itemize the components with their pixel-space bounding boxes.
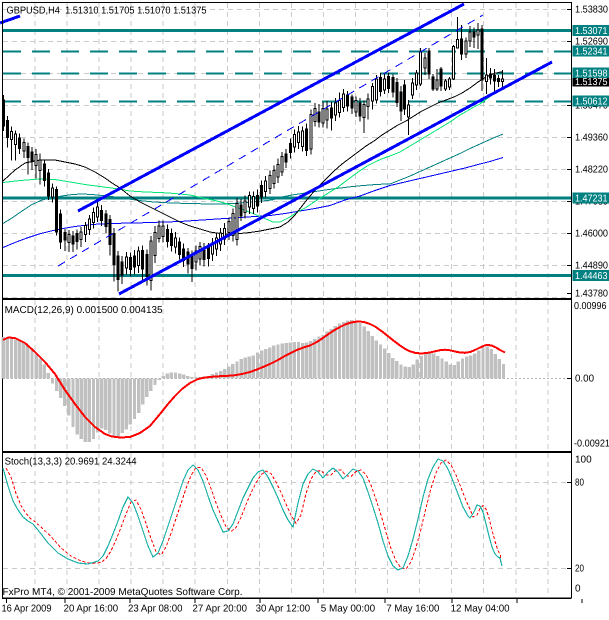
svg-text:1.44463: 1.44463	[575, 271, 608, 282]
svg-text:16 Apr 2009: 16 Apr 2009	[2, 604, 52, 615]
svg-text:0.00: 0.00	[575, 374, 594, 385]
svg-text:20: 20	[575, 564, 584, 575]
svg-text:1.43780: 1.43780	[575, 289, 608, 300]
svg-text:1.44890: 1.44890	[575, 261, 608, 272]
svg-text:100: 100	[575, 455, 592, 466]
svg-text:0.00996: 0.00996	[574, 301, 607, 312]
svg-text:1.53071: 1.53071	[575, 26, 608, 37]
svg-text:FxPro MT4, © 2001-2009 MetaQuo: FxPro MT4, © 2001-2009 MetaQuotes Softwa…	[3, 587, 243, 598]
svg-text:80: 80	[575, 478, 584, 489]
svg-text:0: 0	[575, 584, 581, 595]
svg-text:-0.00921: -0.00921	[574, 439, 609, 450]
svg-text:Stoch(13,3,3) 20.9691 24.3244: Stoch(13,3,3) 20.9691 24.3244	[5, 457, 137, 468]
svg-text:MACD(12,26,9) 0.001500 0.00413: MACD(12,26,9) 0.001500 0.004135	[5, 305, 163, 316]
svg-text:GBPUSD,H4 1.51310 1.51705 1.5: GBPUSD,H4 1.51310 1.51705 1.51070 1.5137…	[7, 5, 207, 16]
svg-text:1.51375: 1.51375	[575, 77, 608, 88]
svg-text:23 Apr 08:00: 23 Apr 08:00	[128, 604, 183, 615]
svg-text:1.52341: 1.52341	[575, 47, 608, 58]
svg-text:1.50612: 1.50612	[575, 97, 608, 108]
svg-text:1.49360: 1.49360	[575, 133, 608, 144]
svg-text:5 May 00:00: 5 May 00:00	[321, 604, 376, 615]
svg-text:30 Apr 12:00: 30 Apr 12:00	[256, 604, 311, 615]
svg-text:12 May 04:00: 12 May 04:00	[451, 604, 510, 615]
svg-text:1.46000: 1.46000	[575, 229, 608, 240]
svg-text:1.53830: 1.53830	[575, 5, 608, 16]
svg-text:7 May 16:00: 7 May 16:00	[386, 604, 439, 615]
svg-text:20 Apr 16:00: 20 Apr 16:00	[64, 604, 119, 615]
svg-text:27 Apr 20:00: 27 Apr 20:00	[193, 604, 248, 615]
svg-text:1.47231: 1.47231	[575, 194, 608, 205]
svg-text:1.48220: 1.48220	[575, 165, 608, 176]
